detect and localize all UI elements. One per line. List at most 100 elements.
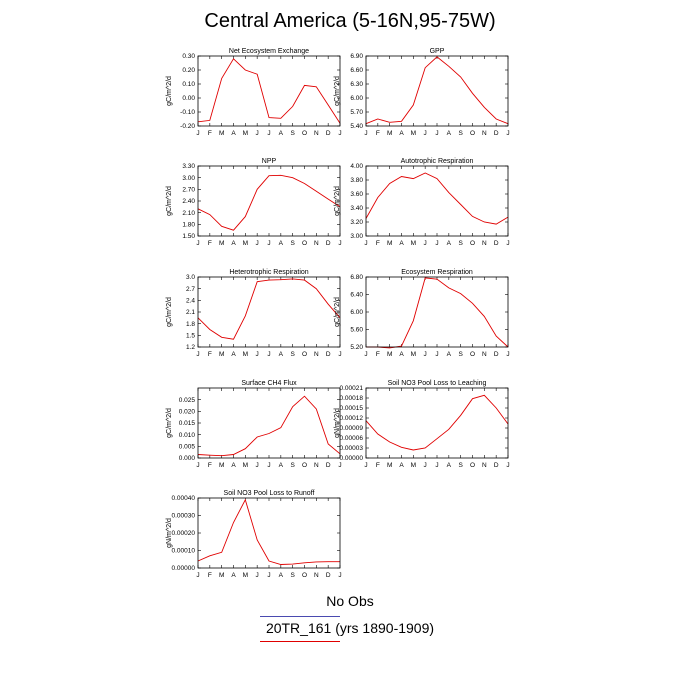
y-axis-label: gC/m^2/d xyxy=(334,297,341,327)
y-tick-label: 1.50 xyxy=(182,233,195,240)
panel-title: GPP xyxy=(430,48,445,55)
x-tick-label: O xyxy=(470,130,475,137)
y-tick-label: 4.00 xyxy=(350,163,363,170)
x-tick-label: A xyxy=(279,572,284,579)
x-tick-label: J xyxy=(338,130,341,137)
x-tick-label: N xyxy=(482,462,487,469)
y-tick-label: 2.70 xyxy=(182,187,195,194)
x-tick-label: M xyxy=(411,130,416,137)
y-tick-label: 2.7 xyxy=(186,286,195,293)
x-tick-label: D xyxy=(326,572,331,579)
x-tick-label: F xyxy=(208,351,212,358)
y-tick-label: 5.70 xyxy=(350,109,363,116)
x-tick-label: F xyxy=(376,240,380,247)
x-tick-label: J xyxy=(267,462,270,469)
x-tick-label: J xyxy=(256,240,259,247)
x-tick-label: S xyxy=(458,240,463,247)
panel-title: Autotrophic Respiration xyxy=(401,158,474,165)
y-axis-label: gN/m^2/d xyxy=(334,408,341,438)
x-tick-label: J xyxy=(338,462,341,469)
x-tick-label: D xyxy=(494,462,499,469)
x-tick-label: A xyxy=(279,351,284,358)
panel-5: Heterotrophic Respiration gC/m^2/d 1.2 1.5 1… xyxy=(166,269,342,358)
y-tick-label: 1.80 xyxy=(182,222,195,229)
panel-title: Soil NO3 Pool Loss to Leaching xyxy=(388,380,487,387)
page-title: Central America (5-16N,95-75W) xyxy=(204,10,496,32)
x-tick-label: N xyxy=(482,240,487,247)
y-tick-label: 0.00012 xyxy=(340,415,364,422)
panel-9: Soil NO3 Pool Loss to RunoffgN/m^2/d0.00… xyxy=(166,490,342,579)
x-tick-label: O xyxy=(470,351,475,358)
x-tick-label: J xyxy=(267,351,270,358)
x-tick-label: A xyxy=(279,240,284,247)
x-tick-label: M xyxy=(411,462,416,469)
x-tick-label: D xyxy=(326,351,331,358)
x-tick-label: M xyxy=(219,572,224,579)
x-tick-label: A xyxy=(447,351,452,358)
y-tick-label: 0.00010 xyxy=(172,548,196,555)
series-line xyxy=(365,56,509,125)
x-tick-label: J xyxy=(506,240,509,247)
x-tick-label: S xyxy=(458,130,463,137)
x-tick-label: M xyxy=(243,572,248,579)
y-tick-label: 6.00 xyxy=(350,95,363,102)
x-tick-label: J xyxy=(364,462,367,469)
y-tick-label: 5.20 xyxy=(350,344,363,351)
x-tick-label: S xyxy=(458,462,463,469)
x-tick-label: J xyxy=(256,572,259,579)
y-tick-label: 0.30 xyxy=(182,53,195,60)
series-line xyxy=(197,174,341,231)
y-tick-label: 0.00018 xyxy=(340,395,364,402)
series-line xyxy=(366,277,509,349)
x-tick-label: N xyxy=(482,351,487,358)
x-tick-label: A xyxy=(231,572,236,579)
y-tick-label: 0.00009 xyxy=(340,425,364,432)
y-tick-label: -0.10 xyxy=(180,109,195,116)
x-tick-label: J xyxy=(267,572,270,579)
y-tick-label: 3.20 xyxy=(350,219,363,226)
y-axis-label: gC/m^2/d xyxy=(166,76,173,106)
panel-title: NPP xyxy=(262,158,277,165)
y-tick-label: 0.005 xyxy=(179,444,196,451)
y-tick-label: 2.4 xyxy=(186,298,195,305)
x-tick-label: J xyxy=(196,130,199,137)
x-tick-label: F xyxy=(376,351,380,358)
plot-frame xyxy=(197,276,341,348)
x-tick-label: J xyxy=(424,130,427,137)
x-tick-label: S xyxy=(290,462,295,469)
x-tick-label: M xyxy=(243,130,248,137)
series-line xyxy=(197,498,340,565)
plot-frame xyxy=(365,165,509,237)
x-tick-label: A xyxy=(279,130,284,137)
x-tick-label: A xyxy=(447,462,452,469)
x-tick-label: A xyxy=(231,462,236,469)
x-tick-label: J xyxy=(196,462,199,469)
x-tick-label: J xyxy=(338,572,341,579)
legend-obs-label: No Obs xyxy=(326,593,374,609)
x-tick-label: S xyxy=(290,351,295,358)
x-tick-label: J xyxy=(424,351,427,358)
x-tick-label: A xyxy=(231,240,236,247)
x-tick-label: M xyxy=(411,351,416,358)
x-tick-label: J xyxy=(338,351,341,358)
y-tick-label: 0.10 xyxy=(182,81,195,88)
y-tick-label: 6.60 xyxy=(350,67,363,74)
y-tick-label: 1.2 xyxy=(186,344,195,351)
x-tick-label: J xyxy=(338,240,341,247)
x-tick-label: A xyxy=(279,462,284,469)
y-tick-label: -0.20 xyxy=(180,123,195,130)
x-tick-label: O xyxy=(470,462,475,469)
x-tick-label: J xyxy=(364,130,367,137)
y-tick-label: 1.8 xyxy=(186,321,195,328)
x-tick-label: J xyxy=(435,130,438,137)
y-tick-label: 5.40 xyxy=(350,123,363,130)
x-tick-label: F xyxy=(208,572,212,579)
x-tick-label: M xyxy=(387,351,392,358)
x-tick-label: M xyxy=(387,240,392,247)
legend-obs-line xyxy=(260,616,340,617)
y-tick-label: 0.025 xyxy=(179,397,196,404)
series-line xyxy=(197,278,341,340)
x-tick-label: J xyxy=(364,351,367,358)
